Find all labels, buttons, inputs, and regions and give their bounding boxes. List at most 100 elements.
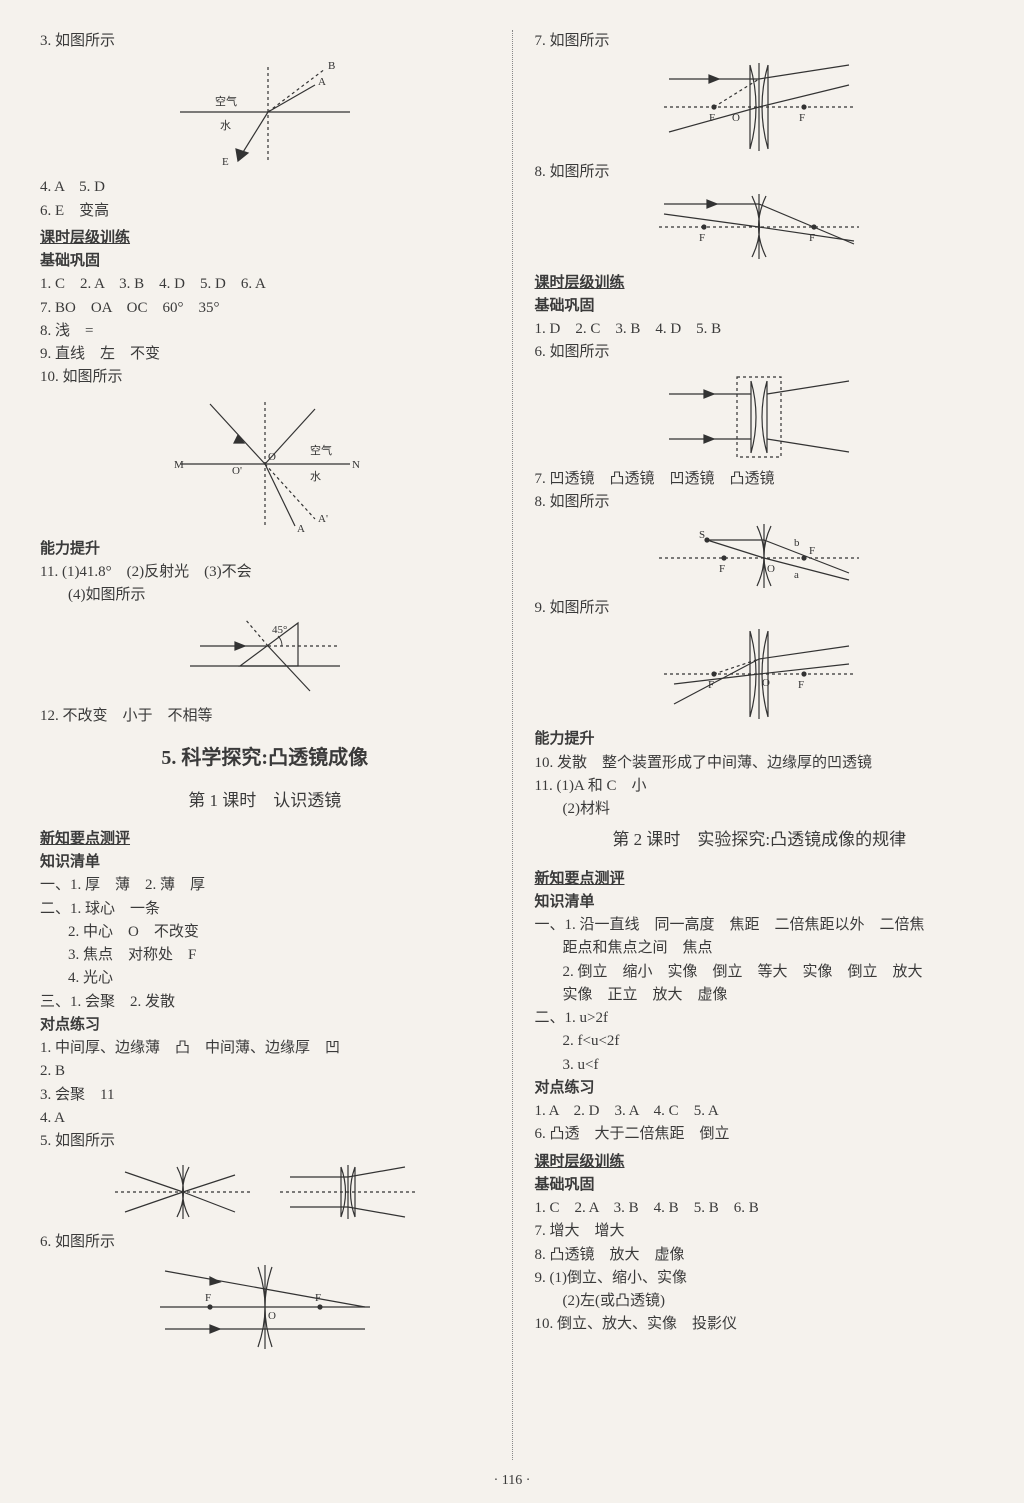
r8: 8. 如图所示 bbox=[535, 161, 985, 184]
k2c: 3. 焦点 对称处 F bbox=[40, 944, 490, 967]
rd1: 1. A 2. D 3. A 4. C 5. A bbox=[535, 1100, 985, 1123]
d5: 5. 如图所示 bbox=[40, 1130, 490, 1153]
left-column: 3. 如图所示 A B E 空气 水 4. A 5. D 6. E 变高 课时层… bbox=[40, 30, 512, 1483]
label-O: O bbox=[268, 451, 276, 463]
section-newpoints-1: 新知要点测评 bbox=[40, 828, 490, 851]
item-11a: 11. (1)41.8° (2)反射光 (3)不会 bbox=[40, 561, 490, 584]
figure-lens-6: F F O bbox=[40, 1259, 490, 1354]
d3: 3. 会聚 11 bbox=[40, 1084, 490, 1107]
rc10: 10. 发散 整个装置形成了中间薄、边缘厚的凹透镜 bbox=[535, 752, 985, 775]
rk1b: 2. 倒立 缩小 实像 倒立 等大 实像 倒立 放大 bbox=[535, 961, 985, 984]
rb6: 6. 如图所示 bbox=[535, 341, 985, 364]
label-N: N bbox=[352, 459, 360, 471]
rb9: 9. 如图所示 bbox=[535, 597, 985, 620]
rb8: 8. 如图所示 bbox=[535, 491, 985, 514]
rk2a: 二、1. u>2f bbox=[535, 1007, 985, 1030]
re7: 7. 增大 增大 bbox=[535, 1220, 985, 1243]
figure-refraction-1: A B E 空气 水 bbox=[40, 57, 490, 172]
sub-practice-2: 对点练习 bbox=[535, 1077, 985, 1100]
label-O10: O bbox=[767, 563, 775, 575]
sub-knowledge-1: 知识清单 bbox=[40, 851, 490, 874]
basic-1-6: 1. C 2. A 3. B 4. D 5. D 6. A bbox=[40, 273, 490, 296]
item-12: 12. 不改变 小于 不相等 bbox=[40, 705, 490, 728]
k2a: 二、1. 球心 一条 bbox=[40, 898, 490, 921]
label-b: b bbox=[794, 537, 800, 549]
re8: 8. 凸透镜 放大 虚像 bbox=[535, 1244, 985, 1267]
label-A: A bbox=[297, 523, 305, 534]
label-S: S bbox=[699, 529, 705, 541]
rb7: 7. 凹透镜 凸透镜 凹透镜 凸透镜 bbox=[535, 468, 985, 491]
label-F10a: F bbox=[719, 563, 725, 575]
figure-lens-sfoab: S F F O b a bbox=[535, 518, 985, 593]
rk2c: 3. u<f bbox=[535, 1054, 985, 1077]
label-E: E bbox=[222, 156, 229, 168]
item-6: 6. E 变高 bbox=[40, 200, 490, 223]
label-air: 空气 bbox=[215, 94, 237, 108]
sub-knowledge-2: 知识清单 bbox=[535, 891, 985, 914]
re1: 1. C 2. A 3. B 4. B 5. B 6. B bbox=[535, 1197, 985, 1220]
d4: 4. A bbox=[40, 1107, 490, 1130]
item-4-5: 4. A 5. D bbox=[40, 176, 490, 199]
figure-convex-8: F F bbox=[535, 189, 985, 264]
section-training-3: 课时层级训练 bbox=[535, 1151, 985, 1174]
k2b: 2. 中心 O 不改变 bbox=[40, 921, 490, 944]
figure-concave-box bbox=[535, 369, 985, 464]
label-O-6: O bbox=[268, 1310, 276, 1322]
label-F8b: F bbox=[809, 232, 815, 244]
section-training-1: 课时层级训练 bbox=[40, 227, 490, 250]
basic-7: 7. BO OA OC 60° 35° bbox=[40, 297, 490, 320]
figure-lens-5 bbox=[40, 1157, 490, 1227]
label-water2: 水 bbox=[310, 470, 321, 483]
label-45: 45° bbox=[272, 624, 287, 636]
item-11b: (4)如图所示 bbox=[40, 584, 490, 607]
sub-ability-2: 能力提升 bbox=[535, 728, 985, 751]
basic-8: 8. 浅 = bbox=[40, 320, 490, 343]
right-column: 7. 如图所示 F F O 8. 如图所示 F F bbox=[513, 30, 985, 1483]
lesson-1-title: 第 1 课时 认识透镜 bbox=[40, 788, 490, 814]
page-number: · 116 · bbox=[0, 1473, 1024, 1489]
label-F7b: F bbox=[799, 112, 805, 124]
figure-concave-9: F F O bbox=[535, 624, 985, 724]
rk1b2: 实像 正立 放大 虚像 bbox=[535, 984, 985, 1007]
label-air2: 空气 bbox=[310, 443, 332, 457]
label-F9b: F bbox=[798, 679, 804, 691]
k3a: 三、1. 会聚 2. 发散 bbox=[40, 991, 490, 1014]
rd6: 6. 凸透 大于二倍焦距 倒立 bbox=[535, 1123, 985, 1146]
rk1a: 一、1. 沿一直线 同一高度 焦距 二倍焦距以外 二倍焦 bbox=[535, 914, 985, 937]
label-M: M bbox=[174, 459, 184, 471]
d2: 2. B bbox=[40, 1060, 490, 1083]
section-5-title: 5. 科学探究:凸透镜成像 bbox=[40, 743, 490, 774]
item-3: 3. 如图所示 bbox=[40, 30, 490, 53]
d6: 6. 如图所示 bbox=[40, 1231, 490, 1254]
rc11a: 11. (1)A 和 C 小 bbox=[535, 775, 985, 798]
sub-basic-2: 基础巩固 bbox=[535, 295, 985, 318]
r7: 7. 如图所示 bbox=[535, 30, 985, 53]
label-Ap: A' bbox=[318, 513, 328, 525]
d1: 1. 中间厚、边缘薄 凸 中间薄、边缘厚 凹 bbox=[40, 1037, 490, 1060]
basic-10: 10. 如图所示 bbox=[40, 366, 490, 389]
lesson-2-title: 第 2 课时 实验探究:凸透镜成像的规律 bbox=[535, 827, 985, 853]
rc11b: (2)材料 bbox=[535, 798, 985, 821]
label-F7a: F bbox=[709, 112, 715, 124]
label-Op: O' bbox=[232, 465, 242, 477]
basic-9: 9. 直线 左 不变 bbox=[40, 343, 490, 366]
section-training-2: 课时层级训练 bbox=[535, 272, 985, 295]
figure-concave-7: F F O bbox=[535, 57, 985, 157]
rb1: 1. D 2. C 3. B 4. D 5. B bbox=[535, 318, 985, 341]
sub-basic-3: 基础巩固 bbox=[535, 1174, 985, 1197]
label-O9: O bbox=[762, 677, 770, 689]
page: 3. 如图所示 A B E 空气 水 4. A 5. D 6. E 变高 课时层… bbox=[0, 0, 1024, 1503]
rk2b: 2. f<u<2f bbox=[535, 1030, 985, 1053]
figure-prism: 45° bbox=[40, 611, 490, 701]
label-water: 水 bbox=[220, 119, 231, 132]
k1a: 一、1. 厚 薄 2. 薄 厚 bbox=[40, 874, 490, 897]
re9a: 9. (1)倒立、缩小、实像 bbox=[535, 1267, 985, 1290]
label-F-left: F bbox=[205, 1292, 211, 1304]
label-F10b: F bbox=[809, 545, 815, 557]
sub-practice-1: 对点练习 bbox=[40, 1014, 490, 1037]
sub-ability-1: 能力提升 bbox=[40, 538, 490, 561]
re10: 10. 倒立、放大、实像 投影仪 bbox=[535, 1313, 985, 1336]
re9b: (2)左(或凸透镜) bbox=[535, 1290, 985, 1313]
label-B: B bbox=[328, 60, 335, 72]
k2d: 4. 光心 bbox=[40, 967, 490, 990]
